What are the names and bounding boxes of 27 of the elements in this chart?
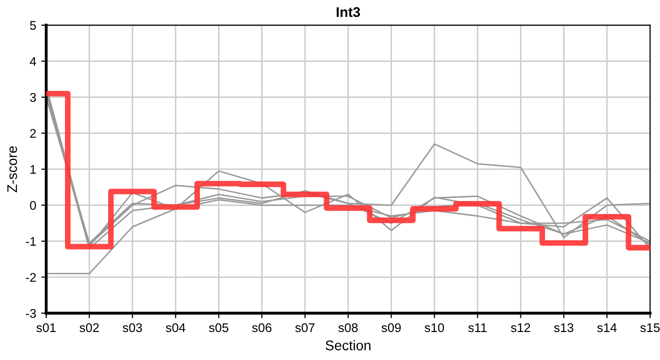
x-tick-label: s01	[36, 323, 56, 332]
x-tick-label: s05	[209, 323, 228, 332]
y-tick-label: -3	[26, 309, 36, 318]
x-tick-label: s07	[295, 323, 314, 332]
x-tick-label: s02	[80, 323, 99, 332]
x-axis-title: Section	[326, 340, 370, 350]
y-tick-label: 5	[30, 21, 36, 30]
x-tick-label: s11	[468, 323, 487, 332]
y-tick-label: 3	[30, 93, 36, 102]
x-tick-label: s09	[382, 323, 401, 332]
x-tick-label: s03	[122, 323, 142, 332]
y-tick-label: 1	[30, 165, 36, 174]
y-axis-title: Z-score	[7, 146, 18, 192]
y-tick-label: -1	[26, 237, 36, 246]
x-tick-label: s13	[554, 323, 574, 332]
x-tick-label: s12	[510, 323, 530, 332]
y-tick-label: 4	[30, 57, 36, 66]
x-tick-label: s04	[166, 323, 186, 332]
y-tick-label: -2	[26, 273, 36, 282]
y-tick-label: 0	[30, 201, 36, 210]
x-tick-label: s15	[640, 323, 660, 332]
x-tick-label: s10	[424, 323, 444, 332]
x-tick-label: s06	[252, 323, 272, 332]
chart-title: Int3	[336, 7, 360, 18]
y-tick-label: 2	[30, 129, 36, 138]
x-tick-label: s08	[338, 323, 358, 332]
x-tick-label: s14	[597, 323, 617, 332]
